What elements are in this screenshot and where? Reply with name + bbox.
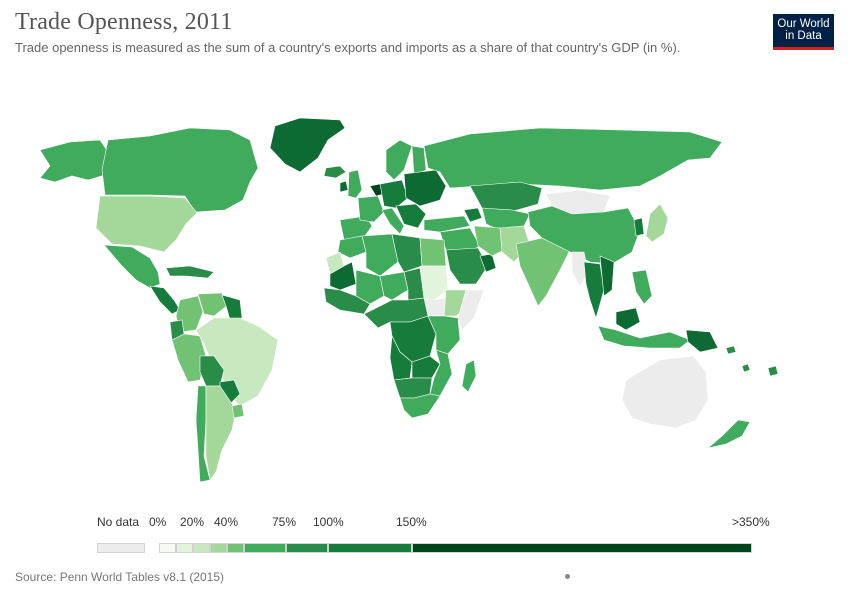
country-central-america[interactable] xyxy=(149,285,181,315)
legend-no-data-label: No data xyxy=(97,515,140,529)
legend-swatch-bin[interactable] xyxy=(193,543,210,553)
country-west-africa-coast[interactable] xyxy=(323,287,371,315)
country-japan[interactable] xyxy=(645,203,669,243)
country-morocco[interactable] xyxy=(337,235,367,259)
country-caucasus[interactable] xyxy=(463,207,483,223)
country-libya[interactable] xyxy=(391,233,423,273)
country-south-africa[interactable] xyxy=(399,393,441,419)
country-canada[interactable] xyxy=(101,127,259,213)
legend-tick-label: 100% xyxy=(313,515,344,529)
country-korea[interactable] xyxy=(633,217,645,237)
country-gulf[interactable] xyxy=(479,253,497,273)
legend-swatch-bin[interactable] xyxy=(210,543,227,553)
legend-tick-label: 0% xyxy=(149,515,167,529)
country-east-africa[interactable] xyxy=(427,315,461,355)
country-turkey[interactable] xyxy=(423,215,471,233)
country-thailand[interactable] xyxy=(583,261,605,320)
country-iceland[interactable] xyxy=(323,165,347,179)
country-sahel[interactable] xyxy=(379,271,409,301)
country-vietnam[interactable] xyxy=(599,255,615,297)
chart-title: Trade Openness, 2011 xyxy=(15,9,233,35)
chart-subtitle: Trade openness is measured as the sum of… xyxy=(15,40,681,55)
country-philippines[interactable] xyxy=(631,269,653,305)
country-malaysia[interactable] xyxy=(615,307,641,331)
country-madagascar[interactable] xyxy=(461,359,477,393)
legend-swatch-no-data[interactable] xyxy=(97,543,145,553)
country-finland[interactable] xyxy=(411,145,427,177)
country-kazakhstan[interactable] xyxy=(469,181,543,213)
country-ireland[interactable] xyxy=(339,180,349,193)
country-myanmar[interactable] xyxy=(571,251,589,287)
country-greenland[interactable] xyxy=(269,117,346,173)
source-note: Source: Penn World Tables v8.1 (2015) xyxy=(15,570,225,584)
legend-swatch-bin[interactable] xyxy=(227,543,244,553)
logo-line-1: Our World xyxy=(777,18,830,30)
legend-swatch-bin[interactable] xyxy=(412,543,752,553)
logo-line-2: in Data xyxy=(785,30,822,42)
country-caribbean[interactable] xyxy=(165,265,215,279)
country-new-guinea[interactable] xyxy=(685,329,719,353)
world-map[interactable] xyxy=(0,100,850,500)
legend-tick-label: >350% xyxy=(732,515,770,529)
legend-swatch-bin[interactable] xyxy=(176,543,193,553)
country-central-europe[interactable] xyxy=(379,179,409,209)
country-zambia[interactable] xyxy=(411,355,441,379)
country-pacific-islands[interactable] xyxy=(725,345,779,377)
country-balkans[interactable] xyxy=(395,203,427,229)
legend-swatch-bin[interactable] xyxy=(286,543,328,553)
owid-logo[interactable]: Our World in Data xyxy=(773,14,834,50)
country-egypt[interactable] xyxy=(419,237,447,267)
country-eastern-europe[interactable] xyxy=(403,169,447,207)
legend-tick-label: 40% xyxy=(214,515,239,529)
country-france[interactable] xyxy=(357,195,385,223)
country-venezuela[interactable] xyxy=(197,292,229,317)
country-argentina[interactable] xyxy=(205,385,237,481)
country-mexico[interactable] xyxy=(103,244,161,289)
country-china[interactable] xyxy=(527,205,641,265)
legend-tick-label: 20% xyxy=(180,515,205,529)
country-saudi-arabia[interactable] xyxy=(445,247,489,285)
country-uk[interactable] xyxy=(347,169,363,199)
legend-tick-label: 150% xyxy=(396,515,427,529)
country-russia[interactable] xyxy=(423,127,723,191)
country-sudan[interactable] xyxy=(419,265,449,301)
country-iran[interactable] xyxy=(473,225,509,257)
legend-swatch-bin[interactable] xyxy=(159,543,176,553)
country-algeria[interactable] xyxy=(361,233,399,277)
country-italy[interactable] xyxy=(381,207,405,235)
legend-swatch-bin[interactable] xyxy=(328,543,412,553)
country-alaska[interactable] xyxy=(39,139,109,183)
country-indonesia[interactable] xyxy=(597,325,691,349)
country-somalia[interactable] xyxy=(457,289,485,331)
country-scandinavia[interactable] xyxy=(385,139,413,181)
timeline-marker[interactable] xyxy=(565,574,570,579)
legend: No data 0% 20% 40% 75% 100% 150% >350% xyxy=(0,510,850,560)
legend-tick-label: 75% xyxy=(272,515,297,529)
country-australia[interactable] xyxy=(621,355,709,429)
legend-swatch-bin[interactable] xyxy=(244,543,286,553)
country-united-states[interactable] xyxy=(95,195,198,253)
country-uruguay[interactable] xyxy=(231,403,245,419)
country-new-zealand[interactable] xyxy=(707,419,751,449)
